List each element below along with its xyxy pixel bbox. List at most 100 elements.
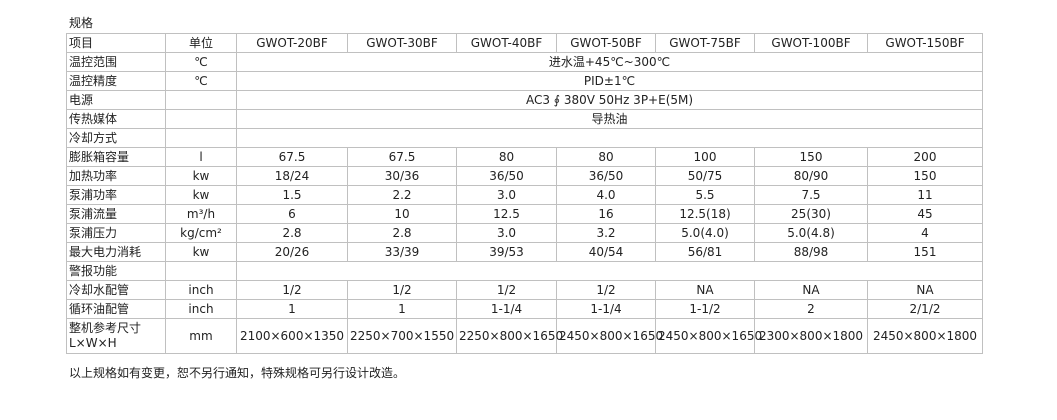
empty-cell (236, 128, 983, 148)
cell: 2/1/2 (867, 299, 983, 319)
cell: 2450×800×1650 (655, 318, 762, 354)
cell: l (165, 147, 237, 167)
row: 传热媒体 导热油 (66, 109, 983, 129)
cell: 2300×800×1800 (754, 318, 868, 354)
cell: 3.2 (556, 223, 656, 243)
row: 泵浦功率 kw 1.5 2.2 3.0 4.0 5.5 7.5 11 (66, 185, 983, 205)
cell: 1/2 (347, 280, 457, 300)
cell: 3.0 (456, 185, 557, 205)
cell: 5.0(4.0) (655, 223, 755, 243)
row: 泵浦流量 m³/h 6 10 12.5 16 12.5(18) 25(30) 45 (66, 204, 983, 224)
cell: 100 (655, 147, 755, 167)
footer-note: 以上规格如有变更，恕不另行通知，特殊规格可另行设计改造。 (69, 366, 406, 380)
cell: 30/36 (347, 166, 457, 186)
cell: 3.0 (456, 223, 557, 243)
cell: 警报功能 (66, 261, 166, 281)
row: 温控精度 ℃ PID±1℃ (66, 71, 983, 91)
cell: 1-1/2 (655, 299, 755, 319)
cell: 33/39 (347, 242, 457, 262)
cell: 2.8 (347, 223, 457, 243)
row: 冷却方式 (66, 128, 983, 148)
empty-cell (165, 128, 237, 148)
cell: 80/90 (754, 166, 868, 186)
cell: 40/54 (556, 242, 656, 262)
cell: 12.5(18) (655, 204, 755, 224)
cell: 单位 (165, 33, 237, 53)
cell: 5.0(4.8) (754, 223, 868, 243)
cell: NA (754, 280, 868, 300)
row: 最大电力消耗 kw 20/26 33/39 39/53 40/54 56/81 88/98 15… (66, 242, 983, 262)
cell: 2 (754, 299, 868, 319)
cell: 18/24 (236, 166, 348, 186)
row: 膨胀箱容量 l 67.5 67.5 80 80 100 150 200 (66, 147, 983, 167)
cell: 56/81 (655, 242, 755, 262)
cell: 5.5 (655, 185, 755, 205)
cell: kw (165, 185, 237, 205)
cell: 传热媒体 (66, 109, 166, 129)
cell: 进水温+45℃~300℃ (236, 52, 983, 72)
cell: 1 (236, 299, 348, 319)
cell: 2250×800×1650 (456, 318, 563, 354)
cell: GWOT-150BF (867, 33, 983, 53)
cell: 7.5 (754, 185, 868, 205)
cell: 1-1/4 (556, 299, 656, 319)
cell: 2100×600×1350 (236, 318, 348, 354)
cell: 2.8 (236, 223, 348, 243)
cell: 200 (867, 147, 983, 167)
cell: 最大电力消耗 (66, 242, 166, 262)
row: 加热功率 kw 18/24 30/36 36/50 36/50 50/75 80/90 150 (66, 166, 983, 186)
cell: GWOT-100BF (754, 33, 868, 53)
row: 电源 AC3 ∮ 380V 50Hz 3P+E(5M) (66, 90, 983, 110)
empty-cell (165, 109, 237, 129)
cell: 温控范围 (66, 52, 166, 72)
cell: ℃ (165, 71, 237, 91)
row: 循环油配管 inch 1 1 1-1/4 1-1/4 1-1/2 2 2/1/2 (66, 299, 983, 319)
cell: 整机参考尺寸 L×W×H (66, 318, 166, 354)
cell: 电源 (66, 90, 166, 110)
cell: 冷却水配管 (66, 280, 166, 300)
cell: 36/50 (456, 166, 557, 186)
cell: 67.5 (347, 147, 457, 167)
cell: 泵浦流量 (66, 204, 166, 224)
row: 项目 单位 GWOT-20BF GWOT-30BF GWOT-40BF GWOT-50BF… (66, 33, 983, 53)
cell: 1/2 (236, 280, 348, 300)
row: 泵浦压力 kg/cm² 2.8 2.8 3.0 3.2 5.0(4.0) 5.0(4.8) 4 (66, 223, 983, 243)
cell: GWOT-30BF (347, 33, 457, 53)
cell: 2450×800×1650 (556, 318, 663, 354)
cell: 项目 (66, 33, 166, 53)
empty-cell (165, 261, 237, 281)
cell: 冷却方式 (66, 128, 166, 148)
cell: 12.5 (456, 204, 557, 224)
cell: inch (165, 299, 237, 319)
cell: kw (165, 242, 237, 262)
cell: GWOT-20BF (236, 33, 348, 53)
cell: GWOT-75BF (655, 33, 755, 53)
cell: 80 (456, 147, 557, 167)
cell: 6 (236, 204, 348, 224)
cell: 80 (556, 147, 656, 167)
cell: NA (867, 280, 983, 300)
cell: 加热功率 (66, 166, 166, 186)
cell: 泵浦功率 (66, 185, 166, 205)
cell: kg/cm² (165, 223, 237, 243)
cell: 2250×700×1550 (347, 318, 457, 354)
cell: 导热油 (236, 109, 983, 129)
cell: 36/50 (556, 166, 656, 186)
cell: 1/2 (556, 280, 656, 300)
cell: 泵浦压力 (66, 223, 166, 243)
cell: 温控精度 (66, 71, 166, 91)
cell: 20/26 (236, 242, 348, 262)
cell: AC3 ∮ 380V 50Hz 3P+E(5M) (236, 90, 983, 110)
cell: PID±1℃ (236, 71, 983, 91)
row: 冷却水配管 inch 1/2 1/2 1/2 1/2 NA NA NA (66, 280, 983, 300)
cell: 4 (867, 223, 983, 243)
cell: 1 (347, 299, 457, 319)
cell: 2450×800×1800 (867, 318, 983, 354)
cell: 88/98 (754, 242, 868, 262)
cell: 2.2 (347, 185, 457, 205)
cell: 膨胀箱容量 (66, 147, 166, 167)
cell: 1-1/4 (456, 299, 557, 319)
spec-table: 项目 单位 GWOT-20BF GWOT-30BF GWOT-40BF GWOT-50BF… (66, 33, 983, 354)
cell: 50/75 (655, 166, 755, 186)
